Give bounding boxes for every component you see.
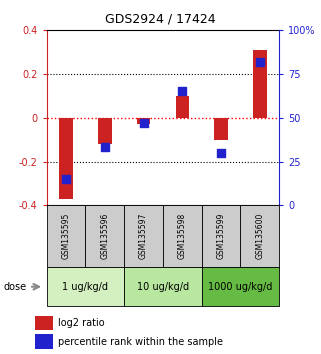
Text: GSM135597: GSM135597 [139,213,148,259]
Bar [240,205,279,267]
Bar [202,267,279,306]
Point [63,176,68,182]
Bar [253,50,267,118]
Bar [85,205,124,267]
Text: GSM135595: GSM135595 [61,213,70,259]
Point [219,150,224,156]
Point [257,59,263,64]
Text: GSM135596: GSM135596 [100,213,109,259]
Bar [47,205,85,267]
Bar [124,267,202,306]
Text: 1 ug/kg/d: 1 ug/kg/d [62,282,108,292]
Bar [59,118,73,199]
Bar [137,118,150,124]
Bar [163,205,202,267]
Bar [35,335,53,349]
Bar [176,96,189,118]
Bar [35,316,53,330]
Text: 1000 ug/kg/d: 1000 ug/kg/d [208,282,273,292]
Text: 10 ug/kg/d: 10 ug/kg/d [137,282,189,292]
Bar [202,205,240,267]
Bar [124,205,163,267]
Point [102,145,107,150]
Bar [98,118,111,144]
Point [141,120,146,126]
Text: log2 ratio: log2 ratio [58,318,104,328]
Text: percentile rank within the sample: percentile rank within the sample [58,337,223,347]
Text: GSM135600: GSM135600 [256,213,265,259]
Text: GDS2924 / 17424: GDS2924 / 17424 [105,12,216,25]
Text: GSM135598: GSM135598 [178,213,187,259]
Text: GSM135599: GSM135599 [217,213,226,259]
Bar [47,267,124,306]
Text: dose: dose [3,282,26,292]
Bar [214,118,228,139]
Point [180,88,185,94]
